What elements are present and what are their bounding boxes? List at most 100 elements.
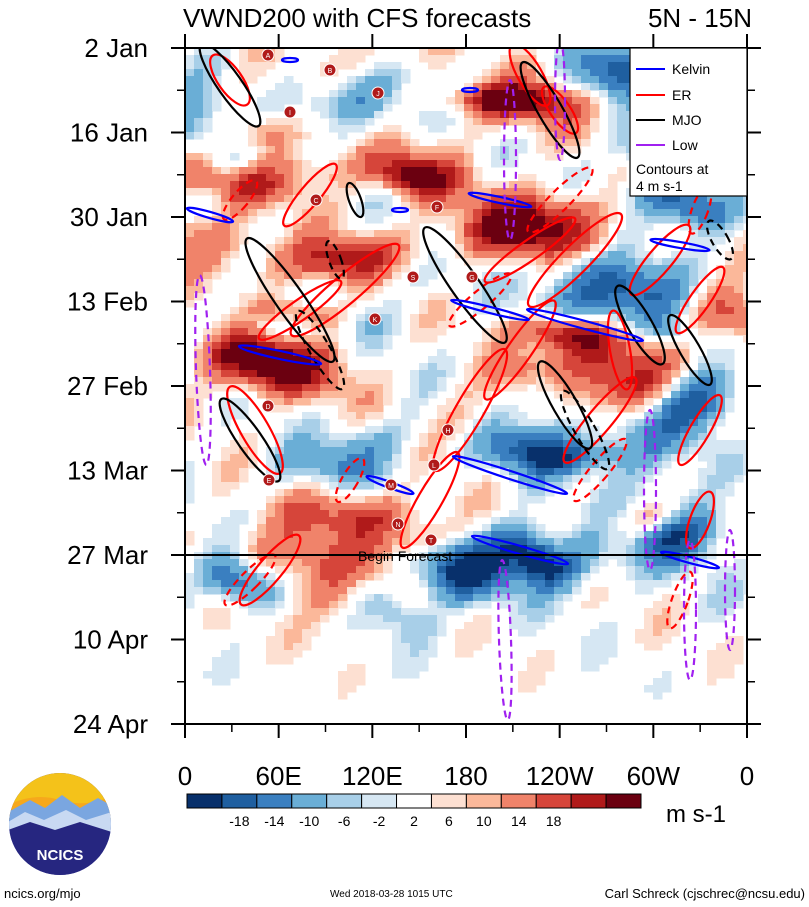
heatmap-cell — [554, 468, 564, 476]
heatmap-cell — [383, 167, 393, 175]
heatmap-cell — [284, 244, 294, 252]
heatmap-cell — [671, 398, 681, 406]
heatmap-cell — [455, 90, 465, 98]
heatmap-cell — [338, 391, 348, 399]
heatmap-cell — [266, 286, 276, 294]
heatmap-cell — [725, 202, 735, 210]
heatmap-cell — [527, 559, 537, 567]
heatmap-cell — [239, 468, 249, 476]
heatmap-cell — [590, 657, 600, 665]
heatmap-cell — [608, 181, 618, 189]
heatmap-cell — [644, 608, 654, 616]
colorbar-label: 2 — [410, 813, 418, 829]
heatmap-cell — [446, 146, 456, 154]
heatmap-cell — [671, 538, 681, 546]
heatmap-cell — [455, 517, 465, 525]
heatmap-cell — [707, 594, 717, 602]
heatmap-cell — [626, 272, 636, 280]
heatmap-cell — [554, 447, 564, 455]
heatmap-cell — [302, 419, 312, 427]
heatmap-cell — [347, 671, 357, 679]
heatmap-cell — [428, 167, 438, 175]
heatmap-cell — [527, 671, 537, 679]
storm-marker — [368, 312, 382, 326]
heatmap-cell — [491, 104, 501, 112]
heatmap-cell — [338, 398, 348, 406]
heatmap-cell — [329, 566, 339, 574]
heatmap-cell — [257, 384, 267, 392]
heatmap-cell — [725, 489, 735, 497]
heatmap-cell — [581, 237, 591, 245]
heatmap-cell — [518, 678, 528, 686]
heatmap-cell — [194, 293, 204, 301]
heatmap-cell — [383, 139, 393, 147]
heatmap-cell — [365, 265, 375, 273]
heatmap-cell — [599, 496, 609, 504]
heatmap-cell — [221, 349, 231, 357]
heatmap-cell — [302, 202, 312, 210]
heatmap-cell — [293, 244, 303, 252]
heatmap-cell — [536, 601, 546, 609]
heatmap-cell — [185, 573, 195, 581]
heatmap-cell — [320, 587, 330, 595]
heatmap-cell — [743, 447, 747, 455]
heatmap-cell — [203, 125, 213, 133]
heatmap-cell — [230, 384, 240, 392]
heatmap-cell — [419, 202, 429, 210]
heatmap-cell — [644, 321, 654, 329]
heatmap-cell — [482, 230, 492, 238]
heatmap-cell — [374, 601, 384, 609]
heatmap-cell — [581, 461, 591, 469]
heatmap-cell — [581, 664, 591, 672]
heatmap-cell — [608, 335, 618, 343]
heatmap-cell — [554, 391, 564, 399]
heatmap-cell — [536, 384, 546, 392]
heatmap-cell — [509, 286, 519, 294]
heatmap-cell — [599, 545, 609, 553]
heatmap-cell — [626, 216, 636, 224]
heatmap-cell — [329, 209, 339, 217]
heatmap-cell — [698, 454, 708, 462]
heatmap-cell — [698, 272, 708, 280]
heatmap-cell — [680, 419, 690, 427]
heatmap-cell — [185, 251, 195, 259]
heatmap-cell — [626, 384, 636, 392]
heatmap-cell — [635, 531, 645, 539]
heatmap-cell — [374, 454, 384, 462]
heatmap-cell — [599, 209, 609, 217]
heatmap-cell — [293, 90, 303, 98]
heatmap-cell — [374, 139, 384, 147]
heatmap-cell — [545, 370, 555, 378]
heatmap-cell — [716, 209, 726, 217]
heatmap-cell — [581, 174, 591, 182]
heatmap-cell — [293, 335, 303, 343]
heatmap-cell — [491, 573, 501, 581]
heatmap-cell — [284, 237, 294, 245]
heatmap-cell — [275, 237, 285, 245]
footer-site[interactable]: ncics.org/mjo — [4, 886, 81, 901]
heatmap-cell — [347, 111, 357, 119]
heatmap-cell — [518, 482, 528, 490]
heatmap-cell — [455, 405, 465, 413]
heatmap-cell — [743, 559, 747, 567]
heatmap-cell — [491, 160, 501, 168]
heatmap-cell — [653, 377, 663, 385]
heatmap-cell — [536, 104, 546, 112]
heatmap-cell — [266, 90, 276, 98]
heatmap-cell — [698, 384, 708, 392]
heatmap-cell — [356, 566, 366, 574]
heatmap-cell — [482, 559, 492, 567]
heatmap-cell — [518, 279, 528, 287]
heatmap-cell — [212, 202, 222, 210]
heatmap-cell — [716, 237, 726, 245]
heatmap-cell — [374, 174, 384, 182]
heatmap-cell — [653, 209, 663, 217]
heatmap-cell — [230, 657, 240, 665]
heatmap-cell — [716, 216, 726, 224]
heatmap-cell — [698, 314, 708, 322]
heatmap-cell — [293, 195, 303, 203]
heatmap-cell — [302, 342, 312, 350]
heatmap-cell — [491, 118, 501, 126]
heatmap-cell — [563, 279, 573, 287]
heatmap-cell — [365, 69, 375, 77]
